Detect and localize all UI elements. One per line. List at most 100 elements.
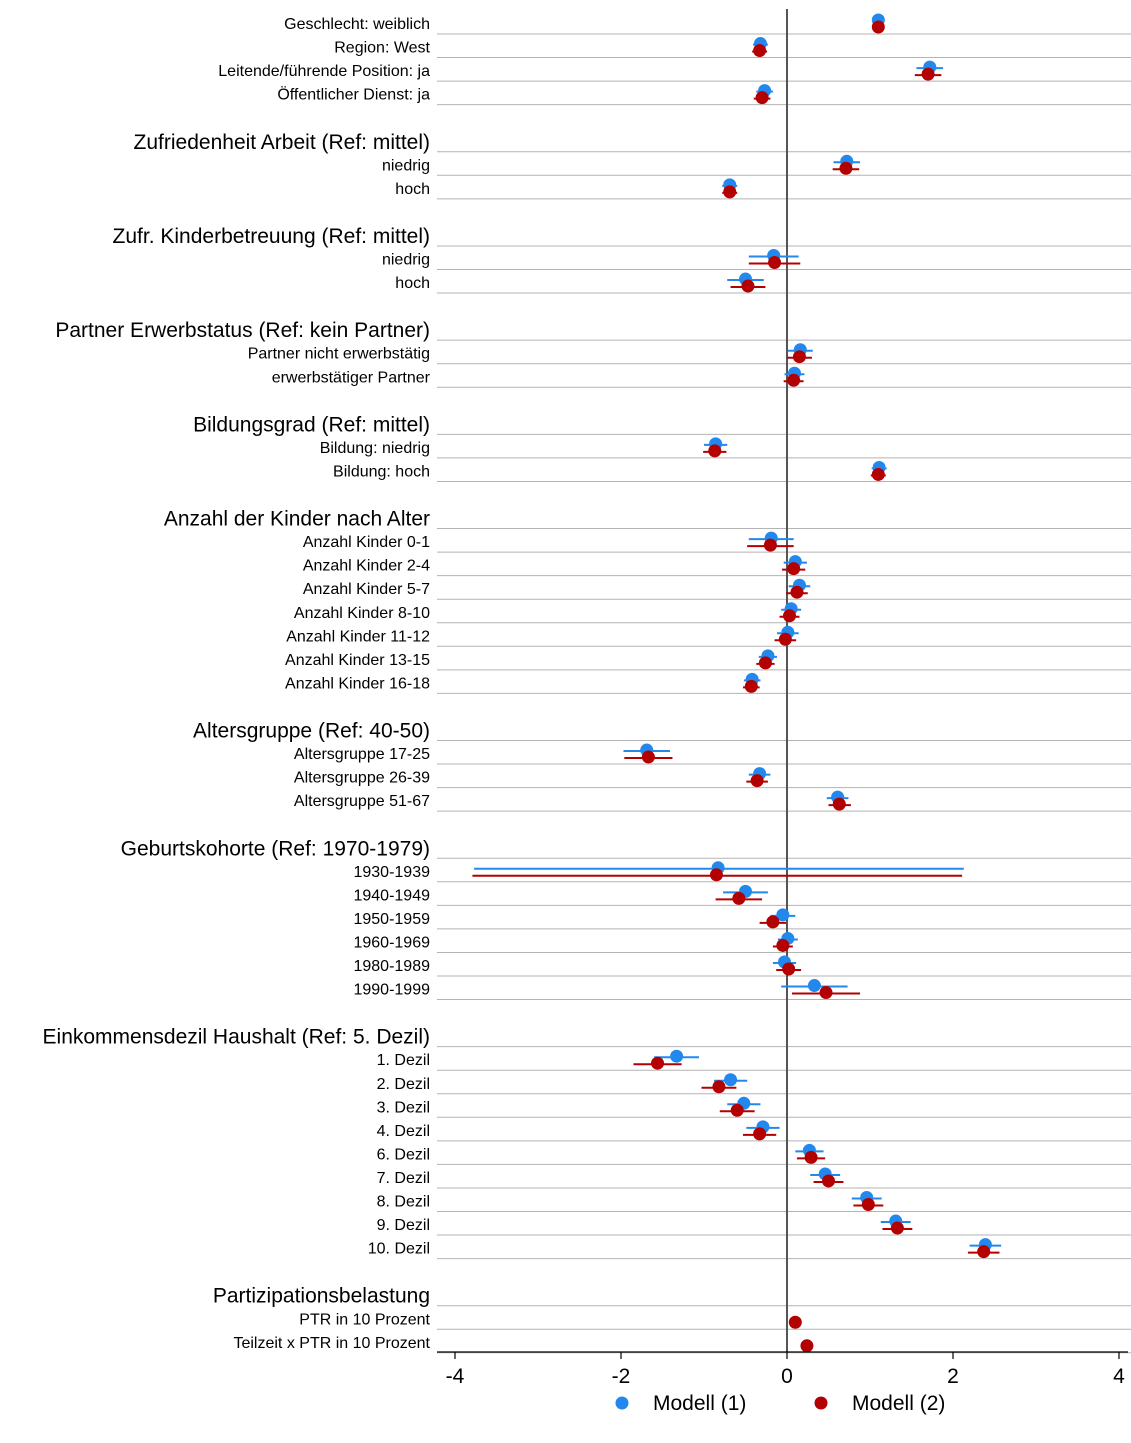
row-label: Anzahl Kinder 16-18 (285, 675, 430, 692)
point-modell-2 (977, 1245, 991, 1259)
point-modell-2 (790, 585, 804, 599)
point-modell-2 (776, 938, 790, 952)
row-label: 4. Dezil (377, 1123, 430, 1140)
point-modell-2 (651, 1056, 665, 1070)
group-header-label: Zufriedenheit Arbeit (Ref: mittel) (134, 131, 430, 154)
point-modell-1 (807, 979, 821, 993)
point-modell-2 (822, 1174, 835, 1188)
row-label: niedrig (382, 252, 430, 269)
legend: Modell (1) Modell (2) (615, 1392, 945, 1415)
group-header-label: Geburtskohorte (Ref: 1970-1979) (121, 837, 430, 860)
row-label: 8. Dezil (377, 1194, 430, 1211)
point-modell-2 (782, 962, 796, 976)
point-modell-2 (890, 1221, 904, 1235)
point-modell-2 (750, 774, 764, 788)
row-label: 2. Dezil (377, 1076, 430, 1093)
row-label: hoch (395, 275, 430, 292)
row-label: 10. Dezil (368, 1241, 430, 1258)
point-modell-2 (921, 67, 935, 81)
row-label: 1980-1989 (353, 958, 430, 975)
row-label: Anzahl Kinder 5-7 (303, 581, 430, 598)
group-header-label: Zufr. Kinderbetreuung (Ref: mittel) (113, 225, 430, 248)
row-label: Geschlecht: weiblich (284, 16, 430, 33)
point-modell-2 (861, 1198, 875, 1211)
point-modell-2 (712, 1080, 726, 1094)
point-modell-2 (839, 161, 853, 175)
point-modell-2 (832, 797, 846, 811)
point-modell-2 (787, 373, 801, 387)
point-modell-2 (753, 44, 767, 58)
x-tick-label: 4 (1113, 1365, 1125, 1388)
point-modell-2 (641, 750, 655, 764)
point-modell-2 (755, 91, 769, 105)
row-label: 1940-1949 (353, 887, 430, 904)
x-tick-label: -4 (446, 1365, 465, 1388)
legend-label-modell-2: Modell (2) (852, 1392, 945, 1415)
row-label: hoch (395, 181, 430, 198)
point-estimates (640, 13, 992, 1353)
row-label: Anzahl Kinder 8-10 (294, 605, 430, 622)
row-label: Anzahl Kinder 11-12 (286, 628, 430, 645)
row-label: 7. Dezil (377, 1170, 430, 1187)
point-modell-2 (778, 632, 792, 646)
group-header-label: Partner Erwerbstatus (Ref: kein Partner) (55, 319, 430, 342)
row-label: erwerbstätiger Partner (272, 369, 431, 386)
x-axis: -4 -2 0 2 4 (437, 1351, 1128, 1388)
group-header-label: Einkommensdezil Haushalt (Ref: 5. Dezil) (43, 1026, 430, 1049)
row-label: Bildung: hoch (333, 463, 430, 480)
x-tick-label: 2 (947, 1365, 959, 1388)
point-modell-2 (758, 656, 772, 670)
row-label: Altersgruppe 17-25 (294, 746, 430, 763)
group-header-label: Bildungsgrad (Ref: mittel) (193, 413, 430, 436)
legend-label-modell-1: Modell (1) (653, 1392, 746, 1415)
point-modell-2 (766, 915, 780, 929)
row-label: Anzahl Kinder 13-15 (285, 652, 430, 669)
x-tick-label: 0 (781, 1365, 793, 1388)
point-modell-1 (724, 1073, 738, 1087)
point-modell-2 (800, 1339, 814, 1353)
point-modell-2 (819, 986, 833, 1000)
point-modell-2 (787, 562, 801, 576)
point-modell-2 (730, 1103, 744, 1117)
row-label: Leitende/führende Position: ja (218, 63, 430, 80)
point-modell-2 (871, 20, 885, 34)
group-header-label: Anzahl der Kinder nach Alter (164, 508, 430, 531)
row-label: 1990-1999 (353, 982, 430, 999)
row-label: 3. Dezil (377, 1099, 430, 1116)
x-tick-label: -2 (612, 1365, 631, 1388)
point-modell-2 (792, 350, 806, 364)
row-label: niedrig (382, 157, 430, 174)
row-label: 1. Dezil (377, 1052, 430, 1069)
row-label: Altersgruppe 51-67 (294, 793, 430, 810)
confidence-intervals (472, 20, 1002, 1254)
row-label: Region: West (334, 40, 430, 57)
point-modell-2 (753, 1127, 767, 1141)
row-label: 1930-1939 (353, 864, 430, 881)
point-modell-2 (768, 256, 782, 269)
point-modell-2 (871, 467, 885, 481)
legend-marker-modell-2 (814, 1396, 828, 1410)
row-label: 6. Dezil (377, 1146, 430, 1163)
point-modell-1 (776, 908, 790, 922)
point-modell-2 (744, 679, 758, 693)
point-modell-2 (782, 609, 796, 623)
point-modell-1 (670, 1049, 684, 1063)
point-modell-2 (723, 185, 737, 199)
row-label: 1950-1959 (353, 911, 430, 928)
point-modell-2 (741, 279, 755, 293)
point-modell-2 (763, 538, 777, 552)
legend-marker-modell-1 (615, 1396, 629, 1410)
row-label: 9. Dezil (377, 1217, 430, 1234)
row-label: Anzahl Kinder 0-1 (303, 534, 430, 551)
row-label: Partner nicht erwerbstätig (248, 346, 430, 363)
row-label: Altersgruppe 26-39 (294, 770, 430, 787)
point-modell-2 (709, 868, 723, 882)
row-labels: Geschlecht: weiblich Region: West Leitende… (43, 16, 431, 1352)
row-label: Anzahl Kinder 2-4 (303, 558, 430, 575)
row-label: Öffentlicher Dienst: ja (277, 86, 430, 104)
row-label: PTR in 10 Prozent (299, 1311, 430, 1328)
row-label: Teilzeit x PTR in 10 Prozent (233, 1335, 430, 1352)
row-gridlines (437, 33, 1131, 1354)
group-header-label: Partizipationsbelastung (213, 1285, 430, 1308)
point-modell-2 (788, 1315, 802, 1329)
